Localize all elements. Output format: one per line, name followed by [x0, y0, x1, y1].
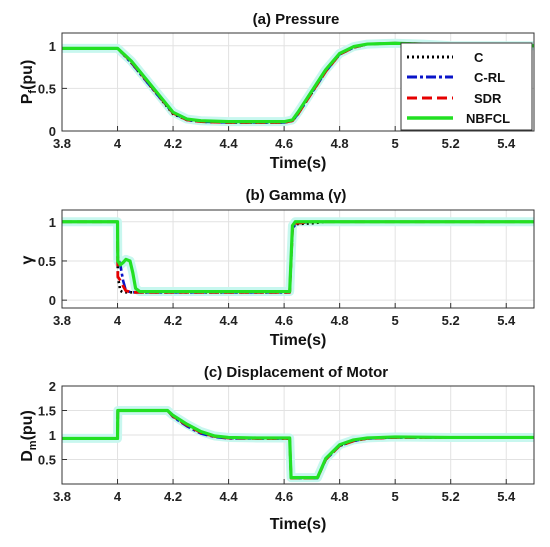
x-tick-label: 4.6: [275, 136, 293, 151]
x-tick-label: 5.2: [442, 313, 460, 328]
series-line-nbfcl: [62, 408, 534, 480]
x-tick-label: 4.8: [331, 313, 349, 328]
chart-title: (a) Pressure: [253, 11, 340, 28]
x-tick-label: 4.4: [220, 489, 239, 504]
y-tick-label: 0: [49, 293, 56, 308]
series-group: [62, 217, 534, 297]
y-tick-label: 0.5: [38, 453, 56, 468]
plot-frame: [61, 32, 535, 132]
y-tick-label: 2: [49, 379, 56, 394]
x-tick-label: 4.8: [331, 489, 349, 504]
x-tick-label: 4.2: [164, 489, 182, 504]
x-tick-label: 4.4: [220, 136, 239, 151]
plot-frame: [61, 209, 535, 309]
x-tick-labels: 3.8 4 4.2 4.4 4.6 4.8 5 5.2 5.4: [53, 489, 516, 504]
y-axis-label: Pf(pu): [19, 60, 39, 105]
x-tick-label: 5: [392, 136, 399, 151]
panel-displacement: (c) Displacement of Motor 3.8 4 4.2 4.4 4.6 4…: [19, 364, 535, 533]
chart-title: (c) Displacement of Motor: [204, 364, 388, 381]
x-tick-label: 3.8: [53, 313, 71, 328]
x-axis-label: Time(s): [270, 516, 327, 533]
x-tick-label: 5.4: [497, 489, 516, 504]
panel-pressure: (a) Pressure 3.8 4 4.2 4.4 4.6 4.8 5 5.2 5.4 00.…: [19, 11, 535, 172]
y-axis-label-sub: m: [27, 440, 39, 450]
x-tick-label: 3.8: [53, 136, 71, 151]
x-tick-label: 4: [114, 136, 122, 151]
x-tick-label: 5: [392, 489, 399, 504]
legend-label-c-rl: C-RL: [474, 70, 505, 85]
x-tick-label: 4.4: [220, 313, 239, 328]
legend-label-sdr: SDR: [474, 91, 502, 106]
x-tick-label: 3.8: [53, 489, 71, 504]
x-tick-labels: 3.8 4 4.2 4.4 4.6 4.8 5 5.2 5.4: [53, 313, 516, 328]
series-group: [62, 38, 534, 127]
x-tick-label: 4.6: [275, 313, 293, 328]
y-axis-label-main: P: [19, 93, 36, 104]
y-tick-label: 1.5: [38, 404, 56, 419]
series-group: [62, 406, 534, 483]
legend-label-c: C: [474, 50, 484, 65]
plot-frame: [61, 385, 535, 485]
x-tick-label: 5.2: [442, 489, 460, 504]
y-tick-label: 1: [49, 215, 56, 230]
x-tick-label: 4.6: [275, 489, 293, 504]
x-tick-label: 4: [114, 313, 122, 328]
y-tick-label: 0.5: [38, 254, 56, 269]
y-tick-label: 1: [49, 39, 56, 54]
x-axis-label: Time(s): [270, 332, 327, 349]
panel-gamma: (b) Gamma (γ) 3.8 4 4.2 4.4 4.6 4.8 5 5.2 5.4 00…: [19, 187, 535, 349]
y-axis-label: Dm(pu): [19, 410, 39, 462]
x-tick-label: 4.2: [164, 313, 182, 328]
legend-label-nbfcl: NBFCL: [466, 111, 510, 126]
x-tick-label: 5.2: [442, 136, 460, 151]
y-tick-labels: 0.5 1 1.5 2: [38, 379, 56, 468]
x-axis-label: Time(s): [270, 155, 327, 172]
y-tick-labels: 00.51: [38, 39, 56, 139]
x-tick-label: 5.4: [497, 136, 516, 151]
y-tick-label: 0: [49, 124, 56, 139]
y-tick-label: 1: [49, 428, 56, 443]
y-tick-labels: 00.51: [38, 215, 56, 308]
y-axis-label-suffix: (pu): [19, 410, 36, 440]
x-tick-label: 4: [114, 489, 122, 504]
y-axis-label-main: D: [19, 450, 36, 462]
x-tick-label: 5.4: [497, 313, 516, 328]
y-axis-label-suffix: (pu): [19, 60, 36, 90]
x-tick-label: 4.2: [164, 136, 182, 151]
x-tick-labels: 3.8 4 4.2 4.4 4.6 4.8 5 5.2 5.4: [53, 136, 516, 151]
x-tick-label: 5: [392, 313, 399, 328]
y-axis-label: γ: [19, 255, 36, 264]
legend: C C-RL SDR NBFCL: [400, 42, 533, 131]
series-line-nbfcl: [62, 41, 534, 124]
x-tick-label: 4.8: [331, 136, 349, 151]
y-tick-label: 0.5: [38, 81, 56, 96]
series-line-nbfcl: [62, 220, 534, 294]
chart-title: (b) Gamma (γ): [246, 187, 347, 204]
y-axis-label-sub: f: [27, 90, 39, 94]
